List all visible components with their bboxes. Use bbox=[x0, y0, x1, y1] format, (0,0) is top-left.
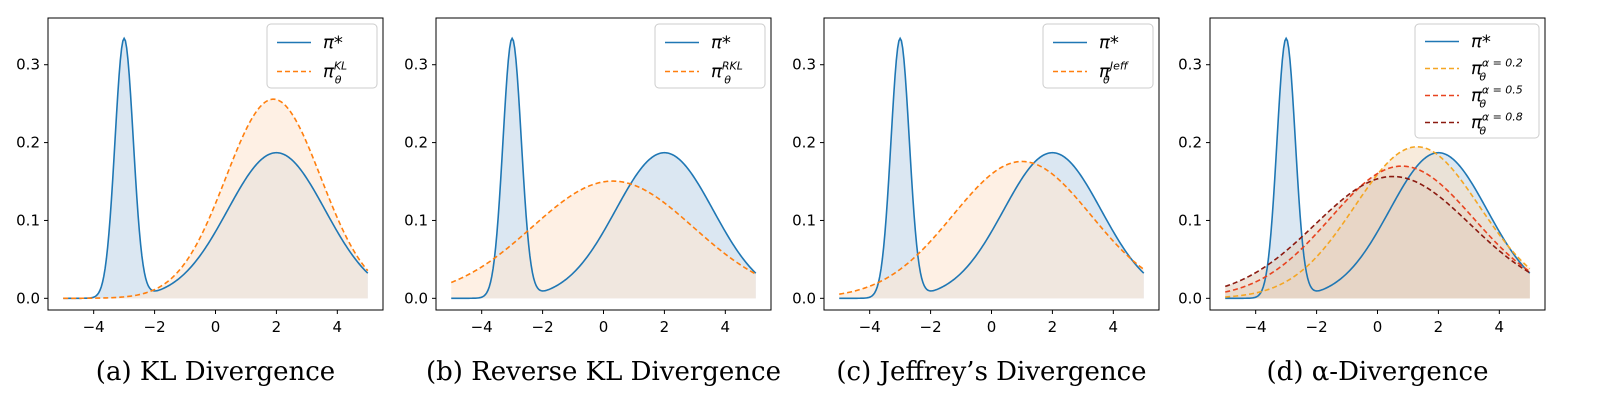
legend: π* πJeff θ bbox=[1042, 23, 1154, 89]
series-fill-2 bbox=[451, 181, 756, 299]
legend-box bbox=[1414, 23, 1540, 139]
series-line-1 bbox=[451, 36, 757, 300]
legend-label: πα = 0.2 θ bbox=[1471, 57, 1523, 84]
chart-panel-2: −4 −2 0 2 4 0.0 0.1 0.2 0.3 π* πRKL θ (b) Reverse KL… bbox=[404, 17, 781, 387]
chart-panel-1: −4 −2 0 2 4 0.0 0.1 0.2 0.3 π* πKL θ (a) KL Divergen… bbox=[16, 17, 384, 387]
x-tick-label: 4 bbox=[333, 318, 343, 336]
x-tick-label: −4 bbox=[1245, 318, 1267, 336]
x-tick-label: −2 bbox=[144, 318, 166, 336]
x-tick-label: 0 bbox=[599, 318, 609, 336]
series-line-4 bbox=[1224, 175, 1531, 288]
y-tick-label: 0.3 bbox=[792, 56, 816, 74]
subfigure-caption: (c) Jeffrey’s Divergence bbox=[836, 357, 1146, 387]
x-tick-label: −2 bbox=[1306, 318, 1328, 336]
series-line-2 bbox=[1225, 145, 1531, 298]
x-tick-label: −4 bbox=[83, 318, 105, 336]
y-tick-label: 0.1 bbox=[16, 211, 40, 229]
legend: π* πRKL θ bbox=[654, 23, 766, 89]
x-tick-label: 2 bbox=[1048, 318, 1058, 336]
legend-label: πα = 0.8 θ bbox=[1471, 111, 1523, 138]
legend-box bbox=[1042, 23, 1154, 89]
series-line-1 bbox=[63, 36, 369, 300]
x-tick-label: 2 bbox=[660, 318, 670, 336]
legend-label: π* bbox=[323, 33, 343, 54]
x-tick-label: −2 bbox=[920, 318, 942, 336]
series-fill-2 bbox=[839, 161, 1144, 299]
legend-label: πα = 0.5 θ bbox=[1471, 84, 1523, 111]
y-tick-label: 0.1 bbox=[404, 211, 428, 229]
subfigure-caption: (d) α-Divergence bbox=[1267, 357, 1489, 387]
x-tick-label: −4 bbox=[859, 318, 881, 336]
series-line-1 bbox=[1225, 36, 1531, 300]
series-line-3 bbox=[1225, 165, 1531, 293]
x-tick-label: 2 bbox=[272, 318, 282, 336]
y-tick-label: 0.3 bbox=[1178, 56, 1202, 74]
y-tick-label: 0.1 bbox=[792, 211, 816, 229]
legend-label: π* bbox=[1099, 33, 1119, 54]
legend: π* πKL θ bbox=[266, 23, 378, 89]
x-tick-label: 4 bbox=[1109, 318, 1119, 336]
y-tick-label: 0.1 bbox=[1178, 211, 1202, 229]
x-tick-label: 4 bbox=[721, 318, 731, 336]
legend-label: πJeff θ bbox=[1099, 60, 1129, 87]
series-line-1 bbox=[839, 36, 1145, 300]
legend-box bbox=[654, 23, 766, 89]
y-tick-label: 0.3 bbox=[404, 56, 428, 74]
chart-panel-3: −4 −2 0 2 4 0.0 0.1 0.2 0.3 π* πJeff θ (c) Jeffrey’s… bbox=[792, 17, 1160, 387]
y-tick-label: 0.0 bbox=[404, 289, 428, 307]
legend: π* πα = 0.2 θπα = 0.5 θπα = 0.8 θ bbox=[1414, 23, 1540, 139]
y-tick-label: 0.2 bbox=[16, 134, 40, 152]
legend-label: πRKL θ bbox=[711, 60, 743, 87]
x-tick-label: −4 bbox=[471, 318, 493, 336]
legend-label: πKL θ bbox=[323, 60, 347, 87]
series-line-2 bbox=[450, 180, 757, 284]
subfigure-caption: (b) Reverse KL Divergence bbox=[426, 357, 781, 387]
legend-label: π* bbox=[711, 33, 731, 54]
series-fill-4 bbox=[1225, 176, 1530, 299]
y-tick-label: 0.2 bbox=[792, 134, 816, 152]
y-tick-label: 0.3 bbox=[16, 56, 40, 74]
legend-label: π* bbox=[1471, 32, 1491, 53]
chart-panel-4: −4 −2 0 2 4 0.0 0.1 0.2 0.3 π* πα = 0.2 θπα = 0.5 θπ… bbox=[1178, 17, 1546, 387]
x-tick-label: 0 bbox=[211, 318, 221, 336]
series-line-2 bbox=[63, 98, 369, 300]
y-tick-label: 0.0 bbox=[1178, 289, 1202, 307]
y-tick-label: 0.2 bbox=[1178, 134, 1202, 152]
legend-box bbox=[266, 23, 378, 89]
x-tick-label: 4 bbox=[1495, 318, 1505, 336]
x-tick-label: −2 bbox=[532, 318, 554, 336]
subfigure-caption: (a) KL Divergence bbox=[96, 357, 335, 387]
series-fill-2 bbox=[63, 99, 368, 299]
y-tick-label: 0.2 bbox=[404, 134, 428, 152]
x-tick-label: 0 bbox=[987, 318, 997, 336]
y-tick-label: 0.0 bbox=[792, 289, 816, 307]
x-tick-label: 2 bbox=[1434, 318, 1444, 336]
x-tick-label: 0 bbox=[1373, 318, 1383, 336]
y-tick-label: 0.0 bbox=[16, 289, 40, 307]
